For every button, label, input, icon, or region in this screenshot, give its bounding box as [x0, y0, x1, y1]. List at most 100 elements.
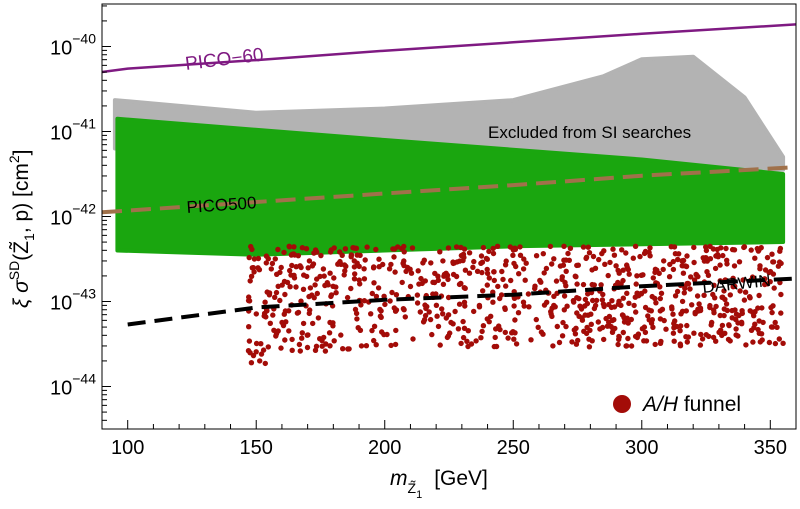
funnel-point [272, 256, 278, 262]
funnel-point [263, 253, 270, 259]
funnel-point [699, 336, 706, 342]
funnel-point [493, 326, 499, 332]
funnel-point [589, 338, 595, 344]
legend-label: A/H funnel [641, 393, 741, 416]
funnel-point [750, 339, 756, 345]
funnel-point [720, 252, 726, 259]
funnel-point [756, 292, 762, 299]
funnel-point [408, 270, 415, 276]
funnel-point [466, 250, 473, 256]
x-axis-ticks: 100 150 200 250 300 350 [111, 420, 787, 459]
funnel-point [559, 276, 565, 283]
funnel-point [553, 278, 560, 284]
funnel-point [393, 327, 399, 334]
funnel-point [415, 268, 421, 274]
funnel-point [328, 292, 335, 298]
funnel-point [513, 341, 520, 347]
funnel-point [371, 323, 378, 329]
funnel-point [341, 272, 347, 278]
darwin-label: DARWIN [701, 271, 771, 297]
funnel-point [624, 290, 630, 296]
pico500-label: PICO500 [186, 193, 257, 217]
funnel-point [533, 316, 539, 323]
funnel-point [523, 260, 529, 266]
funnel-point [344, 294, 351, 301]
funnel-point [315, 315, 322, 321]
data-regions [112, 54, 786, 257]
funnel-point [640, 272, 646, 278]
funnel-point [596, 256, 602, 263]
funnel-point [532, 285, 538, 292]
funnel-point [657, 316, 664, 322]
funnel-point [314, 249, 320, 255]
funnel-point [262, 299, 268, 305]
funnel-point [567, 245, 574, 251]
funnel-point [619, 247, 625, 253]
funnel-point [670, 311, 676, 317]
x-label-unit: [GeV] [434, 467, 488, 490]
funnel-point [713, 303, 719, 310]
funnel-point [613, 263, 619, 269]
funnel-point [707, 243, 713, 250]
funnel-point [333, 290, 339, 296]
funnel-point [683, 263, 690, 270]
funnel-point [604, 323, 611, 329]
funnel-point [246, 294, 252, 300]
funnel-point [289, 347, 295, 353]
funnel-point [632, 243, 639, 249]
funnel-point [318, 252, 324, 259]
funnel-point [584, 324, 590, 331]
funnel-point [287, 267, 293, 274]
y-label-sup: SD [6, 261, 22, 280]
funnel-point [598, 282, 604, 288]
funnel-point [448, 319, 454, 326]
funnel-point [263, 260, 269, 266]
funnel-point [538, 279, 544, 285]
funnel-point [246, 324, 252, 330]
funnel-point [331, 245, 337, 251]
funnel-point [460, 318, 466, 325]
funnel-point [713, 338, 719, 344]
funnel-point [588, 311, 594, 317]
funnel-point [432, 270, 438, 277]
funnel-point [298, 298, 304, 304]
funnel-point [759, 305, 765, 311]
funnel-point [563, 323, 569, 330]
region-green-points [115, 116, 786, 257]
funnel-point [704, 269, 710, 275]
funnel-point [609, 329, 616, 335]
funnel-point [495, 283, 501, 290]
funnel-point [547, 243, 554, 250]
x-tick-label: 350 [754, 437, 787, 459]
funnel-point [516, 271, 522, 277]
funnel-point [768, 304, 774, 311]
funnel-point [670, 330, 677, 336]
funnel-point [695, 273, 701, 280]
x-axis-label: mZ̃1 [GeV] [390, 467, 488, 501]
funnel-point [480, 244, 487, 251]
funnel-point [628, 316, 634, 323]
funnel-point [327, 319, 333, 326]
funnel-point [679, 258, 685, 264]
funnel-point [749, 274, 756, 280]
funnel-point [540, 251, 546, 257]
funnel-point [750, 309, 756, 316]
funnel-point [445, 294, 452, 301]
funnel-point [582, 296, 589, 303]
funnel-point [306, 258, 313, 264]
funnel-point [250, 265, 256, 271]
funnel-point [361, 298, 368, 304]
funnel-point [599, 324, 606, 331]
funnel-point [486, 275, 492, 281]
funnel-point [575, 262, 581, 268]
funnel-point [502, 329, 508, 336]
funnel-point [444, 334, 451, 341]
funnel-point [258, 351, 265, 357]
funnel-point [672, 318, 678, 324]
funnel-point [490, 245, 496, 252]
funnel-point [391, 254, 397, 260]
funnel-point [707, 256, 714, 262]
funnel-point [576, 313, 582, 319]
funnel-point [772, 319, 778, 326]
limit-lines [101, 23, 797, 327]
